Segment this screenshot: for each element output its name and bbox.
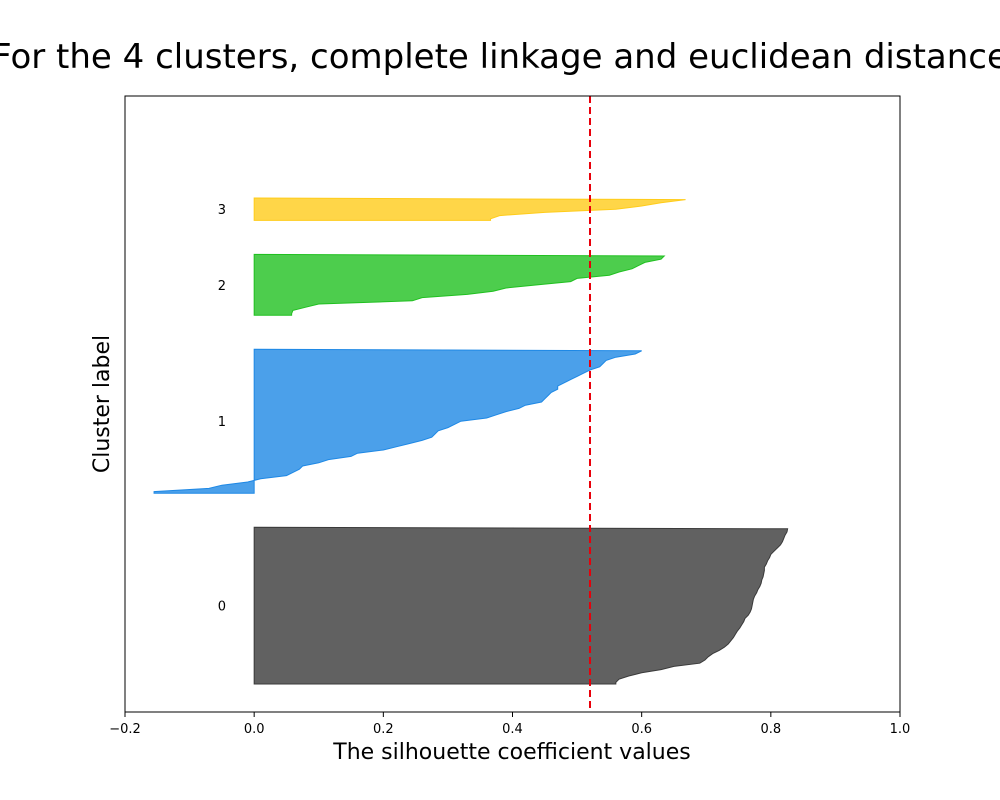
x-tick-label: 0.4: [502, 722, 523, 737]
silhouette-band-cluster-0: [253, 526, 789, 685]
silhouette-band-cluster-3: [253, 197, 686, 221]
x-axis-ticks: −0.2 0.0 0.2 0.4 0.6 0.8 1.0: [109, 712, 910, 737]
cluster-label-1: 1: [218, 415, 226, 430]
x-tick-label: −0.2: [109, 722, 141, 737]
silhouette-bands: 0 1 2 3: [153, 197, 789, 685]
x-tick-label: 1.0: [890, 722, 911, 737]
cluster-label-0: 0: [218, 600, 226, 615]
silhouette-band-cluster-1: [153, 348, 642, 494]
x-tick-label: 0.8: [760, 722, 781, 737]
chart-title: For the 4 clusters, complete linkage and…: [0, 37, 1000, 77]
y-axis-label: Cluster label: [90, 335, 115, 473]
silhouette-band-cluster-2: [253, 253, 666, 316]
x-tick-label: 0.2: [373, 722, 394, 737]
cluster-label-3: 3: [218, 203, 226, 218]
cluster-label-2: 2: [218, 279, 226, 294]
x-axis-label: The silhouette coefficient values: [332, 740, 690, 765]
x-tick-label: 0.6: [631, 722, 652, 737]
x-tick-label: 0.0: [244, 722, 265, 737]
